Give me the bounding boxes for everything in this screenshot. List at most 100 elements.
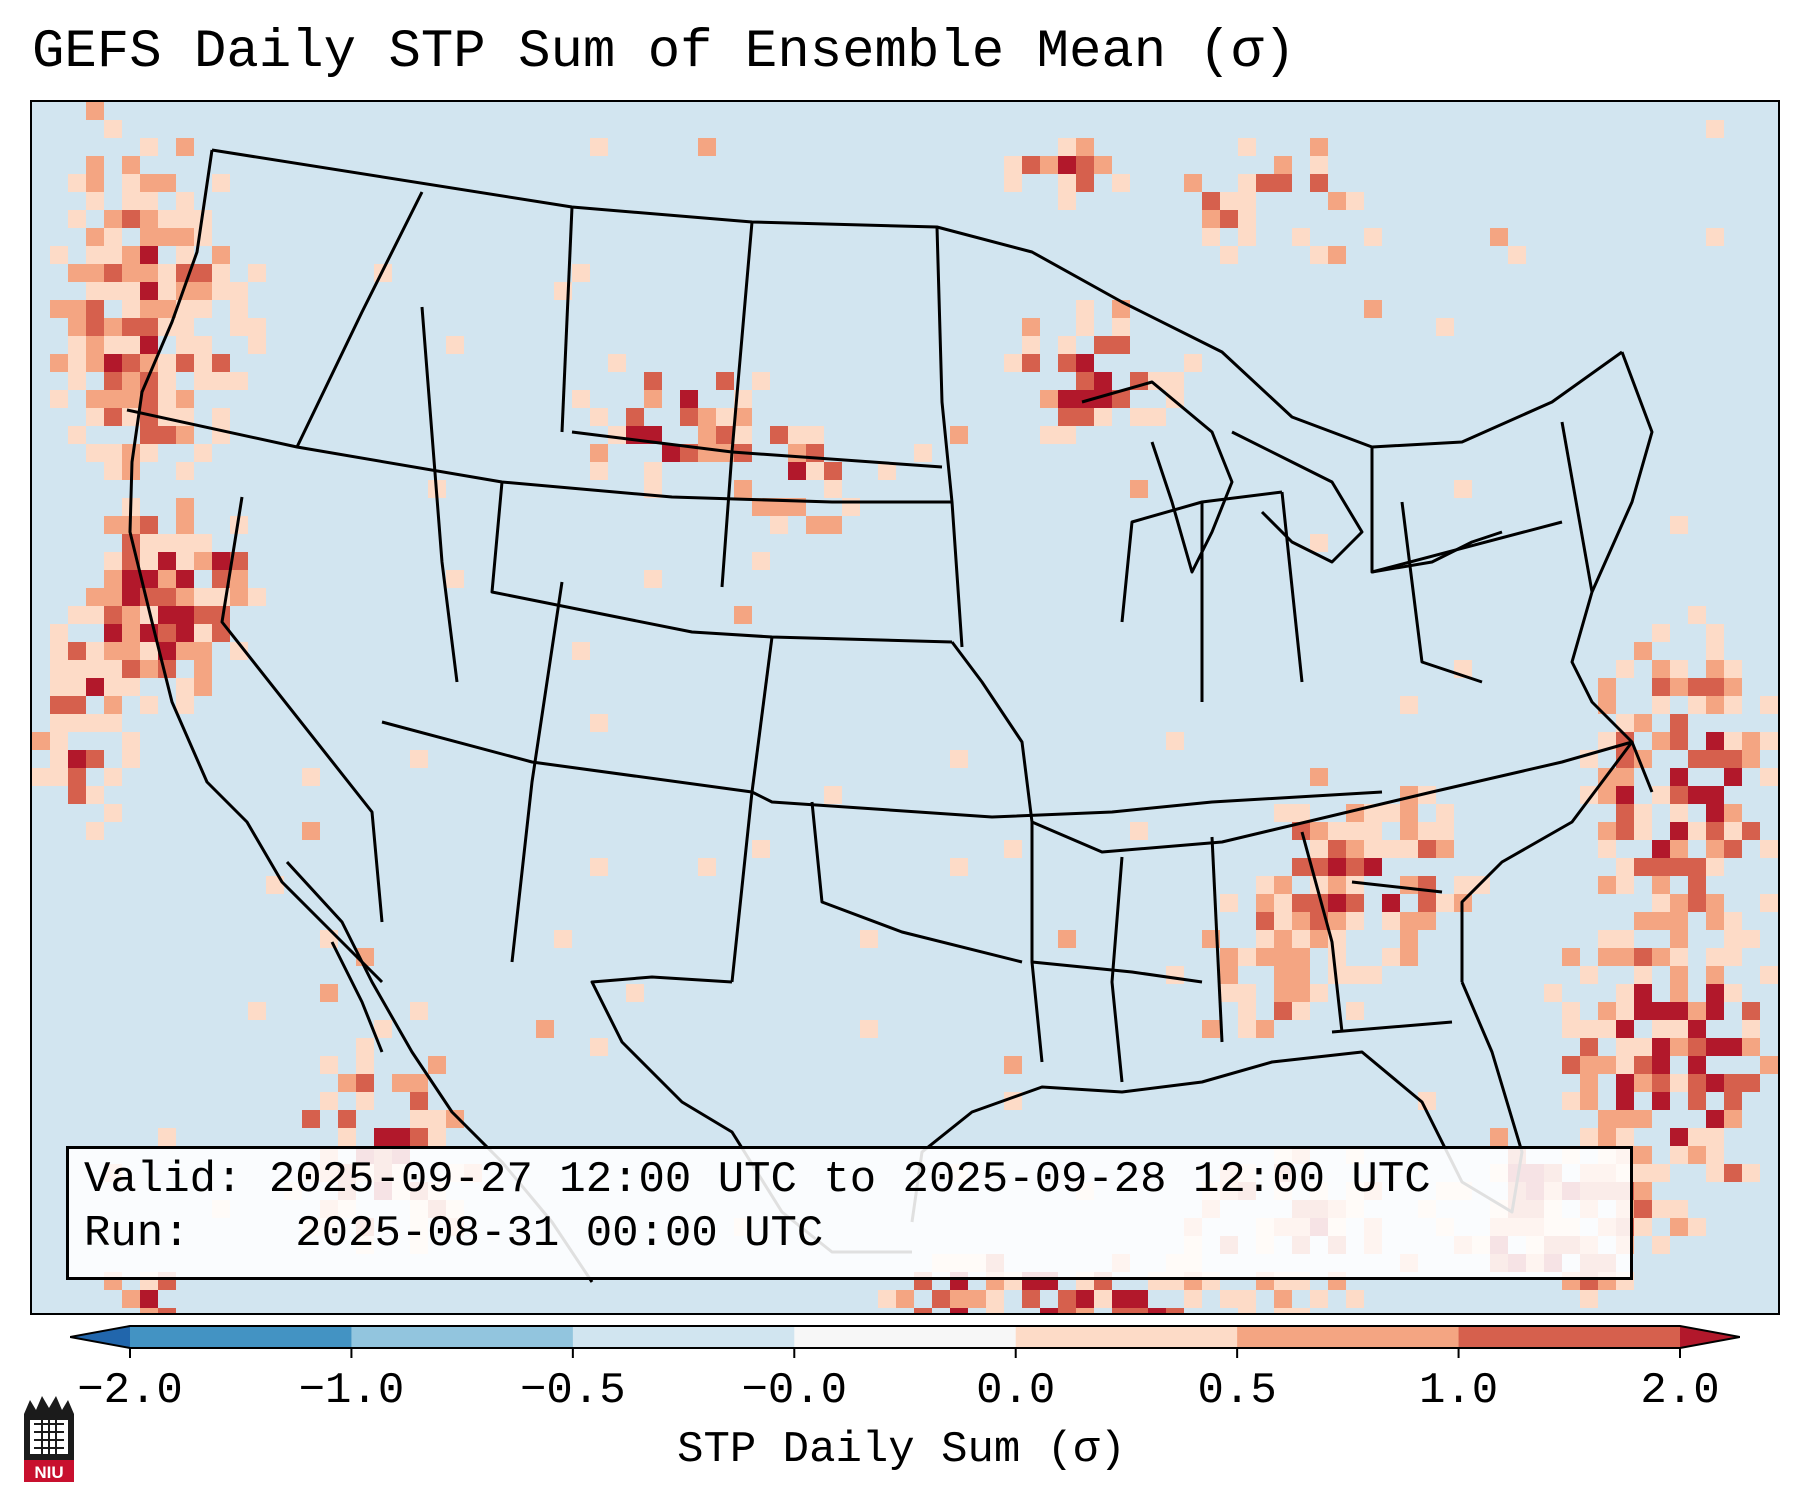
anomaly-cell [104,246,122,264]
anomaly-cell [1292,1308,1310,1313]
anomaly-cell [698,426,716,444]
anomaly-cell [1616,822,1634,840]
anomaly-cell [1454,480,1472,498]
anomaly-cell [50,750,68,768]
anomaly-cell [1400,804,1418,822]
anomaly-cell [104,714,122,732]
anomaly-cell [176,606,194,624]
anomaly-cell [104,228,122,246]
anomaly-cell [158,624,176,642]
anomaly-cell [1706,660,1724,678]
anomaly-cell [1292,966,1310,984]
anomaly-cell [1094,336,1112,354]
anomaly-cell [1598,1128,1616,1146]
anomaly-cell [140,642,158,660]
anomaly-cell [68,678,86,696]
anomaly-cell [1436,840,1454,858]
anomaly-cell [104,516,122,534]
anomaly-cell [1436,894,1454,912]
anomaly-cell [68,426,86,444]
anomaly-cell [122,282,140,300]
anomaly-cell [1094,156,1112,174]
anomaly-cell [1562,1002,1580,1020]
anomaly-cell [1706,1146,1724,1164]
anomaly-cell [338,1110,356,1128]
anomaly-cell [122,264,140,282]
anomaly-cell [86,588,104,606]
anomaly-cell [1076,372,1094,390]
anomaly-cell [1688,1092,1706,1110]
anomaly-cell [1040,1308,1058,1313]
anomaly-cell [50,642,68,660]
anomaly-cell [194,624,212,642]
anomaly-cell [1616,1128,1634,1146]
anomaly-cell [1706,894,1724,912]
anomaly-cell [950,426,968,444]
anomaly-cell [1616,930,1634,948]
anomaly-cell [1652,876,1670,894]
anomaly-cell [104,264,122,282]
anomaly-cell [1634,1056,1652,1074]
anomaly-cell [1724,1092,1742,1110]
anomaly-cell [1112,390,1130,408]
anomaly-cell [194,372,212,390]
anomaly-cell [860,930,878,948]
anomaly-cell [86,102,104,120]
anomaly-cell [86,444,104,462]
anomaly-cell [1688,1038,1706,1056]
anomaly-cell [68,372,86,390]
anomaly-cell [590,714,608,732]
anomaly-cell [212,372,230,390]
anomaly-cell [1598,948,1616,966]
anomaly-cell [338,1128,356,1146]
anomaly-cell [626,984,644,1002]
anomaly-cell [104,642,122,660]
anomaly-cell [1688,1074,1706,1092]
anomaly-cell [1094,408,1112,426]
anomaly-cell [230,372,248,390]
anomaly-cell [1220,192,1238,210]
anomaly-cell [392,1074,410,1092]
anomaly-cell [140,264,158,282]
anomaly-cell [1058,336,1076,354]
anomaly-cell [1670,912,1688,930]
anomaly-cell [1292,930,1310,948]
anomaly-cell [1670,804,1688,822]
anomaly-cell [1634,1146,1652,1164]
anomaly-cell [104,120,122,138]
anomaly-cell [176,192,194,210]
anomaly-cell [212,552,230,570]
anomaly-cell [176,624,194,642]
anomaly-cell [1598,876,1616,894]
anomaly-cell [86,192,104,210]
anomaly-cell [1706,966,1724,984]
anomaly-cell [590,462,608,480]
anomaly-cell [104,210,122,228]
anomaly-cell [1382,912,1400,930]
anomaly-cell [176,534,194,552]
anomaly-cell [1616,1074,1634,1092]
anomaly-cell [104,282,122,300]
anomaly-cell [1274,876,1292,894]
anomaly-cell [1166,1308,1184,1313]
anomaly-cell [104,768,122,786]
anomaly-cell [1130,822,1148,840]
anomaly-cell [1094,1290,1112,1308]
anomaly-cell [230,318,248,336]
anomaly-cell [1130,408,1148,426]
stp-map [32,102,1778,1313]
anomaly-cell [68,174,86,192]
anomaly-cell [248,336,266,354]
anomaly-cell [1400,948,1418,966]
anomaly-cell [950,1308,968,1313]
us-canada-border [211,148,1623,449]
anomaly-cell [374,1020,392,1038]
anomaly-cell [122,624,140,642]
anomaly-cell [1706,1074,1724,1092]
anomaly-cell [122,156,140,174]
anomaly-cell [1256,912,1274,930]
anomaly-cell [1202,228,1220,246]
anomaly-cell [158,408,176,426]
anomaly-cell [104,660,122,678]
colorbar-tick-label: −1.0 [298,1366,405,1416]
